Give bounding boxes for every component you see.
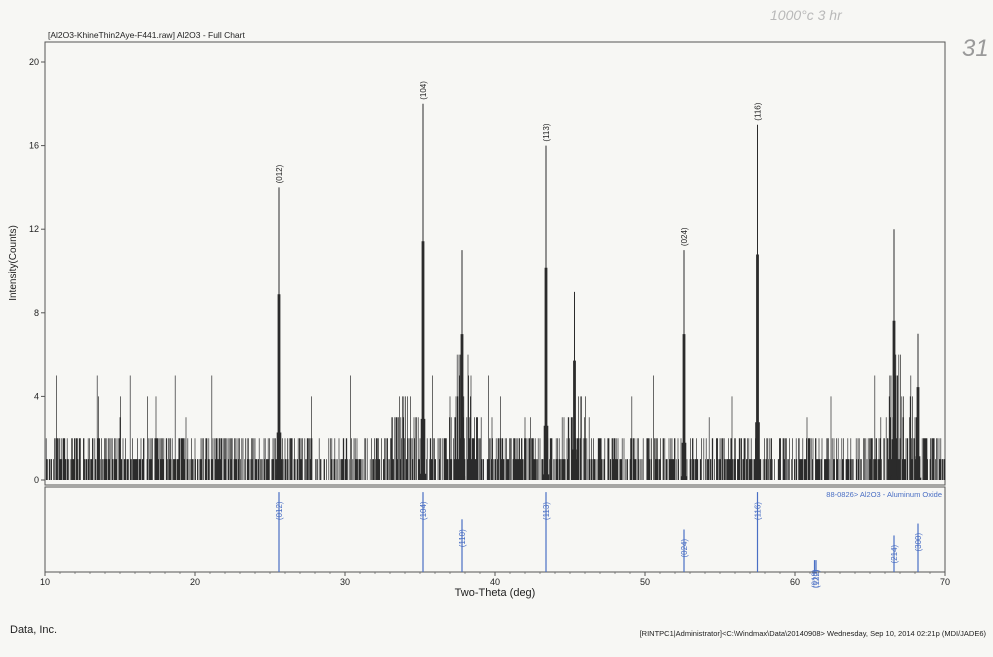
reference-legend: 88-0826> Al2O3 - Aluminum Oxide bbox=[826, 490, 942, 499]
peak-0 bbox=[276, 187, 281, 480]
reference-line-label: (012) bbox=[275, 501, 284, 520]
x-tick-label: 30 bbox=[340, 577, 350, 587]
peak-8 bbox=[915, 334, 920, 480]
peak-4 bbox=[572, 292, 577, 480]
x-tick-label: 10 bbox=[40, 577, 50, 587]
peak-1 bbox=[420, 104, 425, 480]
reference-line-label: (024) bbox=[680, 538, 689, 557]
peak-3 bbox=[543, 146, 548, 480]
reference-lines-layer: (012) (104)(110)(113)(024)(116)(018)(122)… bbox=[275, 492, 923, 588]
reference-line-label: (214) bbox=[890, 544, 899, 563]
y-tick-label: 8 bbox=[34, 308, 39, 318]
pattern-noise-layer bbox=[45, 355, 945, 480]
y-tick-label: 20 bbox=[29, 57, 39, 67]
y-tick-label: 16 bbox=[29, 141, 39, 151]
handwritten-page-number: 31 bbox=[962, 35, 989, 62]
handwritten-note: 1000°c 3 hr bbox=[770, 7, 843, 23]
pattern-peaks-layer: (012) (104) (113) (024) (116) bbox=[275, 81, 921, 480]
peak-label: (104) bbox=[419, 81, 428, 100]
y-tick-label: 4 bbox=[34, 391, 39, 401]
x-tick-label: 60 bbox=[790, 577, 800, 587]
chart-title: [Al2O3-KhineThin2Aye-F441.raw] Al2O3 - F… bbox=[48, 30, 245, 40]
peak-label: (113) bbox=[542, 123, 551, 141]
y-tick-label: 12 bbox=[29, 224, 39, 234]
y-axis: 0 4 8 12 16 20 bbox=[29, 57, 45, 485]
footer-left: Data, Inc. bbox=[10, 624, 57, 636]
reference-line-label: (113) bbox=[542, 502, 551, 520]
x-tick-label: 70 bbox=[940, 577, 950, 587]
footer-right: [RINTPC1|Administrator]<C:\Windmax\Data\… bbox=[640, 629, 987, 638]
y-tick-label: 0 bbox=[34, 475, 39, 485]
reference-line-label: (300) bbox=[914, 533, 923, 552]
peak-label: (116) bbox=[754, 102, 763, 120]
reference-line-label: (110) bbox=[458, 529, 467, 547]
reference-line-label: (104) bbox=[419, 501, 428, 520]
x-axis-label: Two-Theta (deg) bbox=[455, 587, 536, 599]
peak-label: (024) bbox=[680, 227, 689, 246]
peak-5 bbox=[681, 250, 686, 480]
pattern-noise-trace bbox=[45, 355, 945, 480]
pattern-frame bbox=[45, 42, 945, 485]
x-tick-label: 20 bbox=[190, 577, 200, 587]
x-tick-label: 50 bbox=[640, 577, 650, 587]
peak-6 bbox=[755, 125, 760, 480]
peak-label: (012) bbox=[275, 164, 284, 183]
y-axis-label: Intensity(Counts) bbox=[8, 225, 19, 301]
reference-line-label: (116) bbox=[754, 502, 763, 520]
reference-frame bbox=[45, 487, 945, 572]
reference-line-label: (122) bbox=[812, 569, 821, 588]
x-tick-label: 40 bbox=[490, 577, 500, 587]
